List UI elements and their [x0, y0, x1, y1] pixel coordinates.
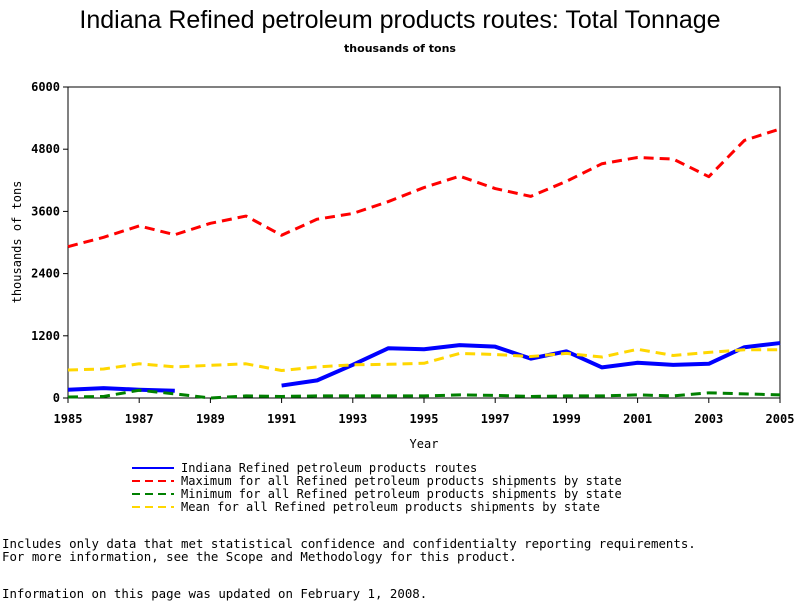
series-line-2: [67, 388, 781, 400]
y-tick-label: 2400: [31, 267, 60, 281]
legend: Indiana Refined petroleum products route…: [132, 461, 622, 514]
x-axis-label: Year: [410, 437, 439, 451]
y-tick-label: 3600: [31, 204, 60, 218]
y-tick-label: 4800: [31, 142, 60, 156]
y-tick-label: 0: [53, 391, 60, 405]
axis-ticks: 1985 1987 1989 1991 1993 1995 1997 1999 2001 2003…: [31, 80, 794, 426]
legend-label-2: Minimum for all Refined petroleum produc…: [181, 487, 622, 501]
legend-label-1: Maximum for all Refined petroleum produc…: [181, 474, 622, 488]
series-lines: [67, 127, 781, 400]
series-line-0: [67, 386, 175, 393]
note-methodology: For more information, see the Scope and …: [2, 549, 517, 564]
x-tick-label: 1991: [267, 412, 296, 426]
x-tick-label: 1993: [338, 412, 367, 426]
legend-label-3: Mean for all Refined petroleum products …: [181, 500, 600, 514]
y-tick-label: 1200: [31, 329, 60, 343]
series-line-3: [67, 347, 780, 373]
series-line-0: [281, 341, 781, 388]
y-axis-label: thousands of tons: [10, 181, 24, 304]
x-tick-label: 1985: [54, 412, 83, 426]
x-tick-label: 2001: [623, 412, 652, 426]
x-tick-label: 1999: [552, 412, 581, 426]
x-tick-label: 1995: [410, 412, 439, 426]
plot-frame: [67, 86, 781, 399]
x-tick-label: 2005: [766, 412, 795, 426]
x-tick-label: 1989: [196, 412, 225, 426]
x-tick-label: 2003: [694, 412, 723, 426]
chart-title: Indiana Refined petroleum products route…: [79, 6, 721, 34]
note-updated: Information on this page was updated on …: [2, 586, 428, 601]
y-tick-label: 6000: [31, 80, 60, 94]
x-tick-label: 1987: [125, 412, 154, 426]
chart-subtitle: thousands of tons: [344, 42, 456, 55]
series-line-1: [67, 127, 781, 249]
legend-label-0: Indiana Refined petroleum products route…: [181, 461, 477, 475]
x-tick-label: 1997: [481, 412, 510, 426]
note-confidence: Includes only data that met statistical …: [2, 536, 696, 551]
